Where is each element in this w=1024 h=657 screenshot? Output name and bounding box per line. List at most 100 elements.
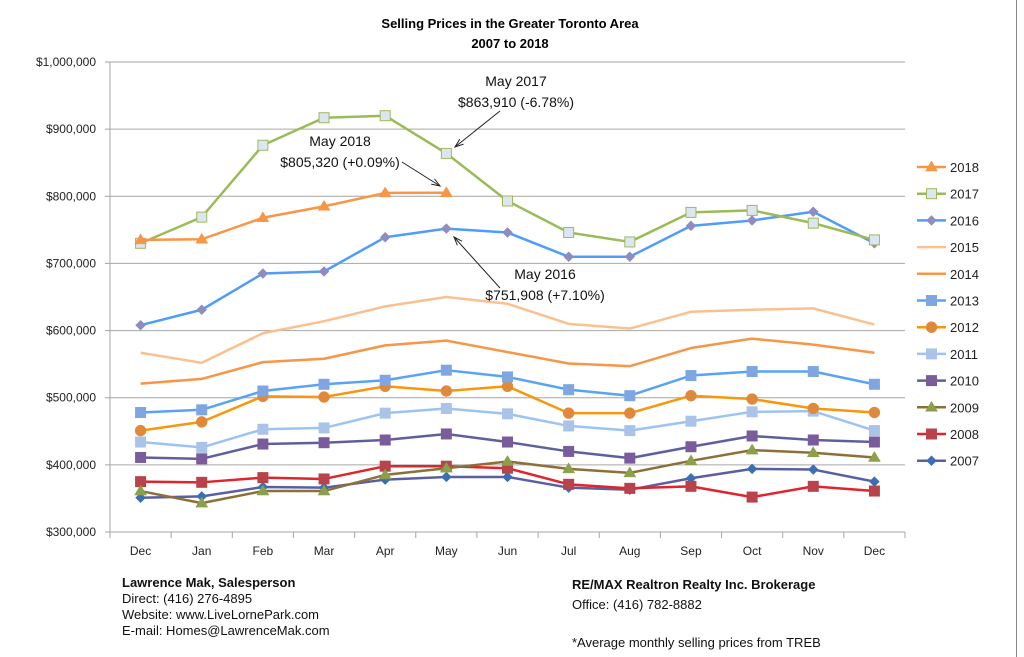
data-point: [440, 364, 452, 376]
y-tick-label: $400,000: [46, 458, 96, 472]
arrowhead: [431, 178, 442, 187]
data-point: [685, 389, 697, 402]
legend-marker: [926, 455, 937, 467]
x-tick-label: May: [435, 544, 458, 558]
data-point: [378, 468, 392, 480]
legend-item-2009: 2009: [917, 400, 979, 415]
data-point: [685, 415, 697, 427]
data-point: [196, 304, 208, 316]
data-point: [868, 406, 881, 419]
x-tick-label: Dec: [130, 544, 151, 558]
data-point: [439, 461, 453, 473]
chart-subtitle: 2007 to 2018: [471, 36, 548, 51]
legend-marker: [925, 160, 938, 172]
data-point: [624, 452, 636, 464]
data-point: [867, 450, 881, 462]
data-point: [256, 211, 270, 223]
series-line-2014: [140, 337, 875, 385]
arrow-line: [454, 110, 501, 148]
legend-marker: [926, 348, 937, 360]
data-point: [868, 378, 880, 390]
legend-label: 2012: [950, 320, 979, 335]
data-point: [440, 223, 452, 234]
legend-item-2007: 2007: [917, 454, 979, 469]
data-point: [502, 371, 513, 383]
data-point: [502, 227, 513, 238]
data-point: [317, 199, 331, 211]
legend-label: 2009: [950, 400, 979, 415]
legend-label: 2008: [950, 427, 979, 442]
annotation-title: May 2017: [485, 73, 547, 89]
data-point: [685, 220, 697, 232]
x-tick-label: Nov: [803, 544, 824, 558]
agent-name: Lawrence Mak, Salesperson: [122, 575, 296, 590]
legend-label: 2015: [950, 240, 979, 255]
series-2017: [135, 110, 880, 249]
annotation-value: $863,910 (-6.78%): [458, 94, 574, 110]
data-point: [379, 434, 391, 446]
data-point: [440, 147, 452, 159]
data-point: [196, 476, 208, 488]
agent-email[interactable]: E-mail: Homes@LawrenceMak.com: [122, 623, 330, 638]
legend-item-2017: 2017: [917, 187, 979, 202]
data-point: [378, 186, 392, 198]
arrowhead: [453, 235, 463, 246]
x-tick-label: Aug: [619, 544, 640, 558]
arrow-line: [453, 236, 501, 289]
legend-item-2016: 2016: [917, 213, 979, 228]
legend: 2018 2017 2016 2015 2014 2013 2012 2011 2010 2009…: [917, 160, 979, 469]
legend-item-2008: 2008: [917, 427, 979, 442]
data-point: [195, 416, 208, 428]
data-point: [624, 390, 636, 402]
page-border: [1016, 0, 1017, 657]
y-tick-label: $1,000,000: [36, 55, 96, 69]
data-point: [502, 195, 513, 207]
data-point: [624, 236, 636, 248]
x-tick-label: Apr: [376, 544, 395, 558]
data-point: [501, 380, 514, 393]
chart-title: Selling Prices in the Greater Toronto Ar…: [381, 16, 639, 31]
agent-direct-phone: Direct: (416) 276-4895: [122, 591, 253, 606]
series-2015: [140, 295, 875, 365]
source-note: *Average monthly selling prices from TRE…: [572, 635, 821, 650]
data-point: [868, 485, 880, 497]
x-tick-label: Oct: [743, 544, 762, 558]
series-line-2018: [140, 191, 447, 242]
data-point: [868, 436, 880, 448]
annotation-title: May 2018: [309, 133, 371, 149]
legend-label: 2010: [950, 374, 979, 389]
agent-website[interactable]: Website: www.LiveLornePark.com: [122, 607, 320, 622]
data-point: [318, 266, 330, 277]
data-point: [868, 425, 880, 437]
arrowhead: [453, 139, 464, 148]
data-point: [318, 378, 330, 390]
data-point: [807, 206, 819, 218]
data-point: [746, 430, 758, 442]
y-tick-label: $900,000: [46, 122, 96, 136]
data-point: [195, 232, 209, 244]
legend-item-2010: 2010: [917, 374, 979, 389]
data-point: [807, 217, 819, 229]
series-2014: [140, 337, 875, 385]
data-point: [134, 424, 147, 437]
annotation-value: $751,908 (+7.10%): [485, 287, 604, 303]
legend-label: 2013: [950, 294, 979, 309]
arrow-line: [401, 161, 441, 187]
data-point: [563, 227, 575, 239]
data-point: [195, 496, 209, 508]
data-point: [257, 438, 269, 450]
legend-marker: [926, 188, 937, 200]
data-point: [440, 402, 452, 414]
data-point: [318, 422, 330, 434]
data-point: [745, 443, 759, 455]
data-point: [562, 462, 576, 474]
legend-marker: [926, 375, 937, 387]
data-point: [807, 464, 819, 475]
data-point: [257, 472, 269, 484]
legend-marker: [926, 295, 937, 306]
series-2013: [135, 364, 880, 418]
x-tick-label: Jul: [561, 544, 576, 558]
annotation-arrow: [453, 110, 501, 148]
data-point: [501, 455, 514, 466]
legend-item-2012: 2012: [917, 320, 979, 335]
